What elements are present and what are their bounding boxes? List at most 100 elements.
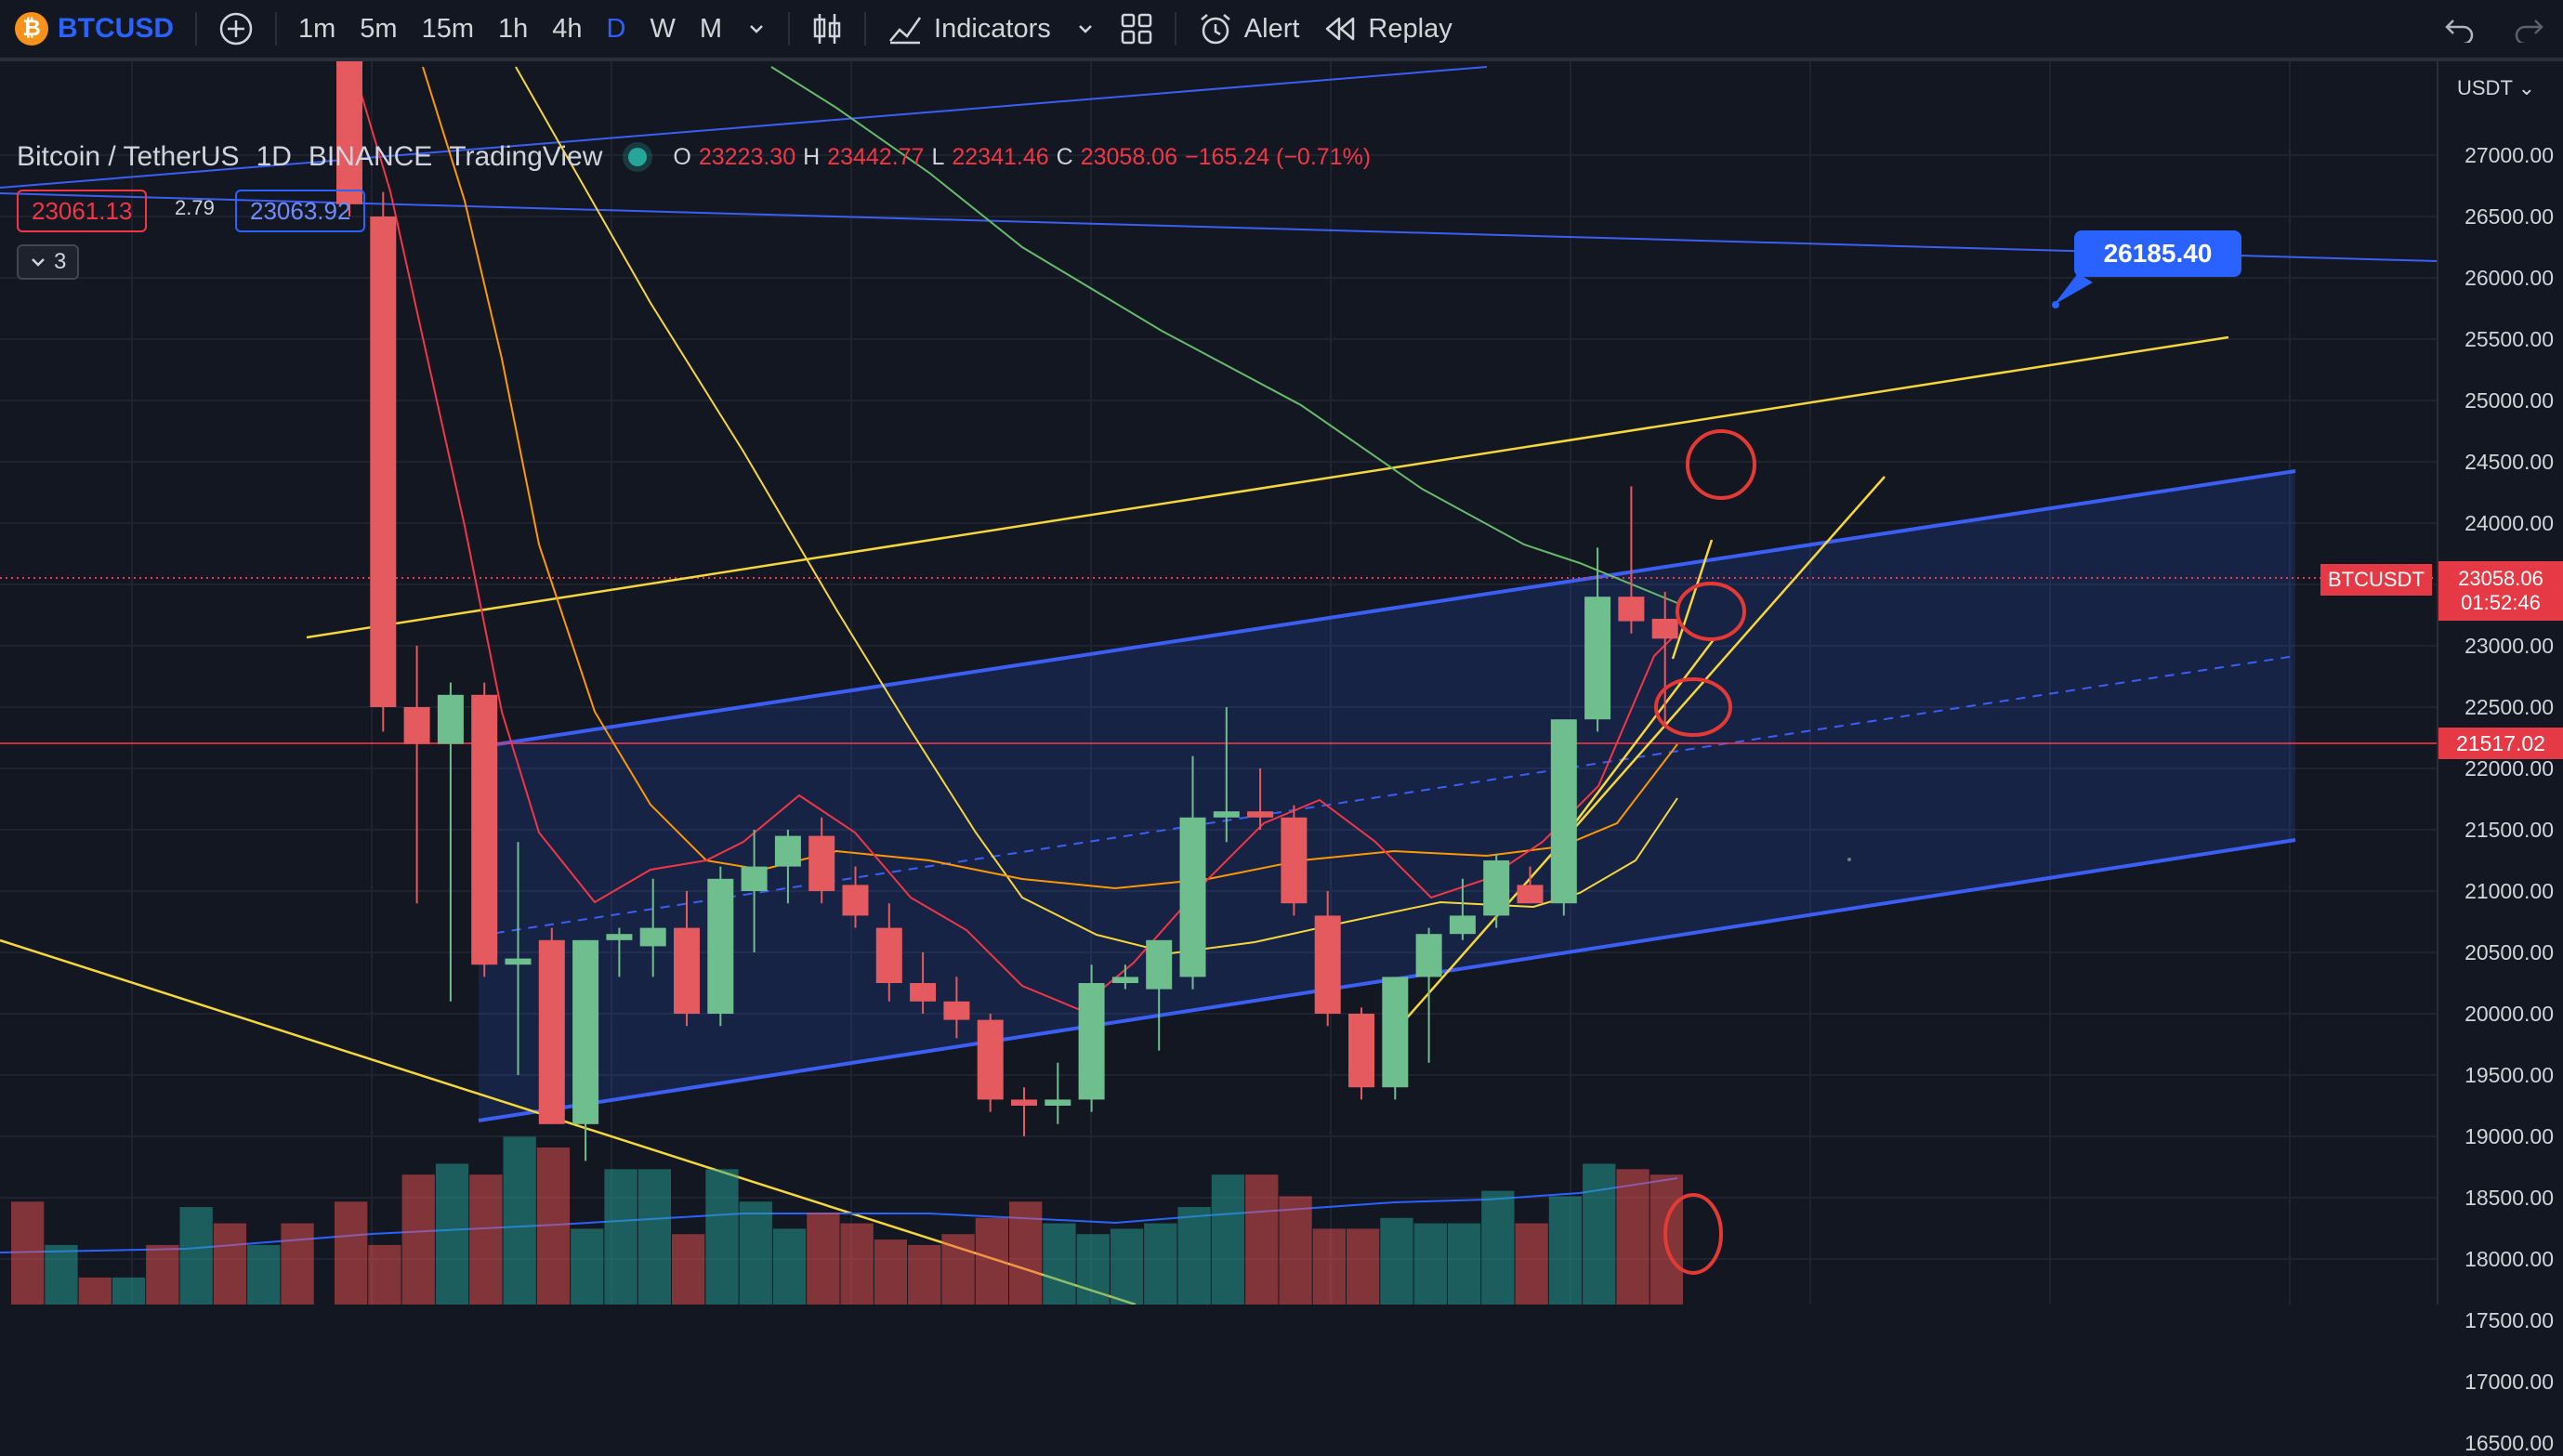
- alert-button[interactable]: Alert: [1186, 0, 1312, 58]
- volume-bar: [1279, 1196, 1312, 1305]
- axis-tick-label: 21500.00: [2464, 818, 2554, 842]
- top-toolbar: ₿ BTCUSD 1m 5m 15m 1h 4h D W M Indicator…: [0, 0, 2563, 61]
- last-price-value: 23058.06: [2458, 567, 2543, 590]
- timeframe-5m[interactable]: 5m: [360, 13, 398, 44]
- axis-tick-label: 24000.00: [2464, 511, 2554, 535]
- price-axis[interactable]: USDT ⌄ 27000.00 26500.00 26000.00 25500.00 2…: [2437, 61, 2563, 1455]
- volume-bar: [435, 1163, 469, 1305]
- blue-trendline-resistance: [0, 192, 2437, 262]
- yellow-steep-line-1: [1402, 476, 1886, 1023]
- indicators-dropdown[interactable]: [1063, 0, 1108, 58]
- price-callout[interactable]: 26185.40: [2074, 230, 2241, 277]
- volume-bar: [247, 1244, 281, 1305]
- volume-bar: [45, 1244, 78, 1305]
- sell-price-button[interactable]: 23061.13: [17, 190, 148, 232]
- redo-icon[interactable]: [2513, 15, 2544, 43]
- timeframe-1m[interactable]: 1m: [298, 13, 336, 44]
- volume-bar: [146, 1244, 179, 1305]
- rewind-icon: [1326, 17, 1355, 41]
- candle-body: [505, 958, 532, 965]
- timeframe-4h[interactable]: 4h: [552, 13, 583, 44]
- axis-tick-label: 26500.00: [2464, 204, 2554, 229]
- chevron-down-icon: ⌄: [2517, 76, 2536, 99]
- timeframe-d[interactable]: D: [606, 13, 626, 44]
- annotation-circle: [1654, 677, 1732, 737]
- annotation-circle: [1663, 1193, 1723, 1275]
- candle-body: [943, 1001, 970, 1020]
- axis-tick-label: 26000.00: [2464, 266, 2554, 290]
- candle-body: [1314, 915, 1341, 1014]
- candles-icon: [813, 14, 841, 44]
- candle-body: [910, 983, 937, 1002]
- price-chart[interactable]: [0, 61, 2437, 1444]
- currency-selector[interactable]: USDT ⌄: [2457, 76, 2535, 100]
- templates-button[interactable]: [1108, 0, 1165, 58]
- alarm-clock-icon: [1200, 14, 1230, 45]
- indicators-collapse-button[interactable]: 3: [17, 244, 80, 280]
- indicators-label: Indicators: [934, 13, 1051, 44]
- candle-body: [1247, 811, 1274, 818]
- toolbar-divider: [864, 12, 867, 46]
- axis-tick-label: 18000.00: [2464, 1247, 2554, 1271]
- channel-median-line: [478, 655, 2296, 937]
- volume-bar: [78, 1277, 112, 1305]
- toolbar-divider: [275, 12, 277, 46]
- replay-button[interactable]: Replay: [1311, 0, 1464, 58]
- callout-pointer: [2054, 273, 2093, 305]
- volume-bar: [1548, 1196, 1583, 1305]
- timeframe-1h[interactable]: 1h: [498, 13, 529, 44]
- timeframe-dropdown[interactable]: [734, 0, 779, 58]
- volume-bar: [1245, 1174, 1279, 1305]
- volume-bar: [672, 1234, 705, 1305]
- low-label: L: [931, 143, 945, 170]
- timeframe-15m[interactable]: 15m: [421, 13, 475, 44]
- candle-body: [774, 835, 801, 867]
- pair-name[interactable]: Bitcoin / TetherUS: [17, 141, 240, 172]
- open-value: 23223.30: [698, 143, 796, 170]
- timeframe-m[interactable]: M: [699, 13, 723, 44]
- volume-bar: [1076, 1234, 1110, 1305]
- cursor-dot: [1847, 858, 1851, 861]
- indicators-button[interactable]: Indicators: [875, 0, 1063, 58]
- volume-bar: [1380, 1217, 1413, 1305]
- axis-tick-label: 25000.00: [2464, 388, 2554, 413]
- candle-body: [1618, 597, 1645, 622]
- regression-channel-fill: [479, 471, 2295, 1121]
- volume-bar: [503, 1136, 536, 1305]
- volume-bar: [213, 1223, 247, 1305]
- grid-layout-icon: [1121, 13, 1152, 45]
- candle-body: [1550, 719, 1577, 904]
- candle-body: [1011, 1099, 1037, 1106]
- candle-body: [336, 61, 362, 204]
- undo-icon[interactable]: [2444, 15, 2476, 43]
- volume-bar: [335, 1201, 368, 1305]
- candle-body: [639, 927, 666, 947]
- high-label: H: [803, 143, 821, 170]
- candle-body: [538, 939, 565, 1124]
- bar-countdown: 01:52:46: [2461, 591, 2541, 614]
- symbol-search[interactable]: ₿ BTCUSD: [0, 0, 186, 58]
- timeframe-w[interactable]: W: [650, 13, 676, 44]
- high-value: 23442.77: [827, 143, 925, 170]
- plus-circle-icon: [219, 12, 253, 46]
- annotation-circle: [1686, 429, 1756, 500]
- volume-bar: [112, 1277, 146, 1305]
- candle-body: [572, 939, 599, 1124]
- chart-pane[interactable]: Bitcoin / TetherUS 1D BINANCE TradingVie…: [0, 61, 2437, 1444]
- volume-bar: [1009, 1201, 1043, 1305]
- axis-tick-label: 22500.00: [2464, 695, 2554, 719]
- compare-add-button[interactable]: [206, 0, 266, 58]
- buy-price-button[interactable]: 23063.92: [235, 190, 366, 232]
- volume-bar: [401, 1174, 435, 1305]
- candle-body: [741, 866, 768, 891]
- axis-tick-label: 22000.00: [2464, 756, 2554, 780]
- volume-bar: [1312, 1228, 1346, 1305]
- candle-body: [1651, 618, 1678, 639]
- chevron-down-icon: [32, 258, 45, 267]
- volume-bar: [840, 1223, 874, 1305]
- volume-bar: [975, 1217, 1008, 1305]
- candle-body: [403, 707, 430, 744]
- axis-tick-label: 17000.00: [2464, 1370, 2554, 1394]
- chart-type-button[interactable]: [799, 0, 855, 58]
- volume-bar: [536, 1148, 571, 1305]
